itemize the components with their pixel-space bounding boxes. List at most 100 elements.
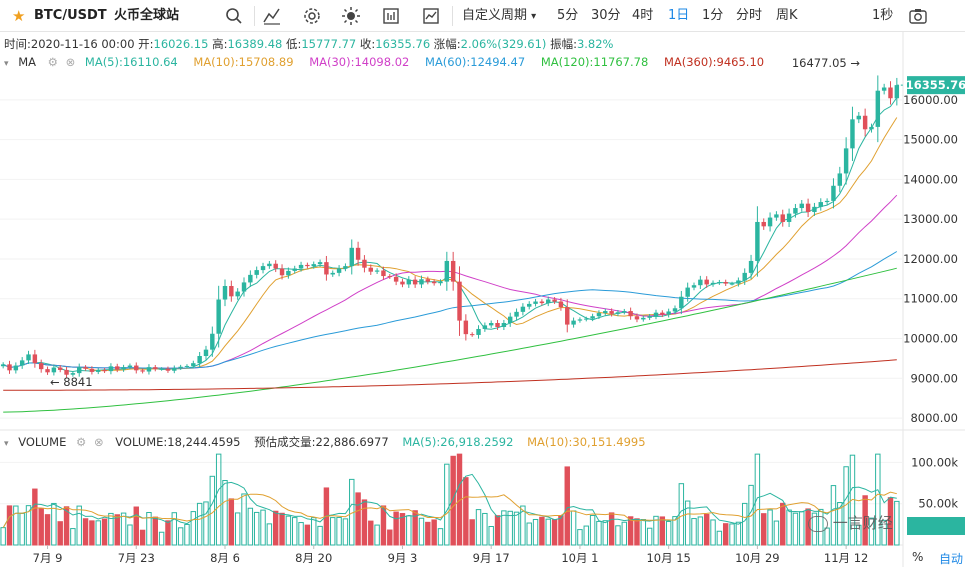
star-icon[interactable]: ★: [12, 7, 26, 25]
volume-bar: [444, 463, 450, 546]
ma-legend-title[interactable]: MA: [18, 55, 36, 69]
candle-body: [742, 272, 747, 281]
volume-bar: [25, 505, 32, 546]
volume-bar: [773, 520, 780, 546]
volume-bar: [659, 516, 666, 546]
candle-body: [685, 287, 690, 297]
time-value: 2020-11-16 00:00: [30, 37, 135, 51]
volume-bar: [32, 488, 38, 546]
collapse-icon[interactable]: ▾: [4, 439, 9, 449]
volume-bar: [184, 523, 190, 546]
auto-scale-toggle[interactable]: 自动: [939, 552, 964, 566]
volume-bar: [627, 516, 634, 546]
period-1d[interactable]: 1日: [668, 8, 690, 23]
candle-body: [248, 274, 253, 283]
time-tick-label: 10月 1: [561, 551, 598, 565]
candle-body: [584, 318, 589, 320]
volume-bar: [82, 518, 89, 546]
volume-bar: [488, 526, 494, 546]
volume-bar: [735, 521, 742, 546]
candle-body: [406, 279, 412, 285]
camera-icon[interactable]: [908, 6, 928, 26]
wechat-icon: [808, 515, 828, 532]
volume-bar: [222, 480, 228, 546]
volume-bar: [285, 515, 292, 546]
candle-body: [400, 281, 405, 285]
indicator-icon[interactable]: [262, 6, 282, 26]
gear-icon[interactable]: [302, 6, 322, 26]
candle-body: [159, 368, 164, 370]
close-icon[interactable]: ⊗: [93, 435, 104, 449]
fullscreen-chart-icon[interactable]: [421, 6, 441, 26]
volume-bar: [767, 509, 773, 546]
period-5m[interactable]: 5分: [557, 8, 579, 23]
gear-icon[interactable]: ⚙: [76, 435, 87, 449]
volume-bar: [602, 520, 608, 546]
price-tick-label: 16000.00: [903, 93, 958, 107]
theme-icon[interactable]: [341, 6, 361, 26]
time-tick-label: 7月 23: [118, 551, 155, 565]
gear-icon[interactable]: ⚙: [47, 55, 58, 69]
candle-body: [558, 301, 564, 308]
time-tick-label: 9月 3: [388, 551, 418, 565]
volume-bar: [70, 528, 76, 546]
ma30-legend: MA(30):14098.02: [309, 55, 410, 69]
volume-bar: [342, 518, 349, 546]
volume-legend-title[interactable]: VOLUME: [18, 435, 67, 449]
volume-bar: [729, 523, 735, 546]
candle-body: [520, 306, 526, 312]
volume-bar: [387, 529, 393, 546]
candle-body: [666, 311, 671, 315]
ohlc-info-bar: 时间:2020-11-16 00:00 开:16026.15 高:16389.4…: [4, 36, 614, 52]
volume-bar: [507, 510, 513, 546]
volume-bar: [260, 509, 266, 546]
volume-bar: [139, 529, 146, 546]
volume-bar: [558, 515, 564, 546]
volume-bar: [653, 515, 659, 546]
volume-bar: [330, 517, 336, 546]
candle-body: [292, 268, 297, 271]
low-value: 15777.77: [301, 37, 357, 51]
volume-bar: [646, 527, 653, 546]
volume-bar: [608, 512, 615, 546]
candle-body: [13, 365, 19, 371]
volume-bar: [120, 512, 127, 546]
volume-bar: [171, 512, 178, 546]
period-30m[interactable]: 30分: [591, 8, 621, 23]
volume-bar: [393, 511, 399, 546]
candle-body: [590, 316, 595, 319]
volume-bar: [463, 477, 469, 546]
volume-value: VOLUME:18,244.4595: [115, 435, 241, 449]
candle-body: [767, 217, 773, 227]
candle-body: [178, 366, 183, 368]
period-4h[interactable]: 4时: [632, 8, 654, 23]
symbol-label[interactable]: BTC/USDT: [34, 8, 107, 23]
candle-body: [679, 296, 684, 309]
close-icon[interactable]: ⊗: [65, 55, 76, 69]
search-icon[interactable]: [224, 6, 244, 26]
volume-bar: [799, 511, 805, 546]
volume-bar: [532, 518, 539, 546]
candle-body: [818, 202, 823, 207]
period-timeline[interactable]: 分时: [736, 8, 763, 23]
time-tick-label: 8月 20: [295, 551, 332, 565]
volume-bar: [450, 455, 456, 546]
period-1m[interactable]: 1分: [702, 8, 724, 23]
candle-body: [197, 356, 202, 364]
candle-body: [609, 311, 614, 314]
candle-body: [748, 260, 754, 273]
volume-bar: [437, 528, 444, 546]
collapse-icon[interactable]: ▾: [4, 59, 9, 69]
period-week[interactable]: 周K: [776, 8, 798, 23]
volume-ma-lines: [2, 473, 897, 528]
custom-period-label: 自定义周期: [462, 8, 528, 23]
time-label: 时间:: [4, 37, 31, 51]
percent-toggle[interactable]: %: [912, 550, 924, 564]
refresh-rate[interactable]: 1秒: [872, 8, 894, 23]
change-label: 涨幅:: [433, 37, 461, 51]
compare-icon[interactable]: [381, 6, 401, 26]
volume-bar: [634, 518, 640, 546]
candle-body: [691, 285, 697, 288]
custom-period-dropdown[interactable]: 自定义周期 ▾: [462, 0, 536, 32]
